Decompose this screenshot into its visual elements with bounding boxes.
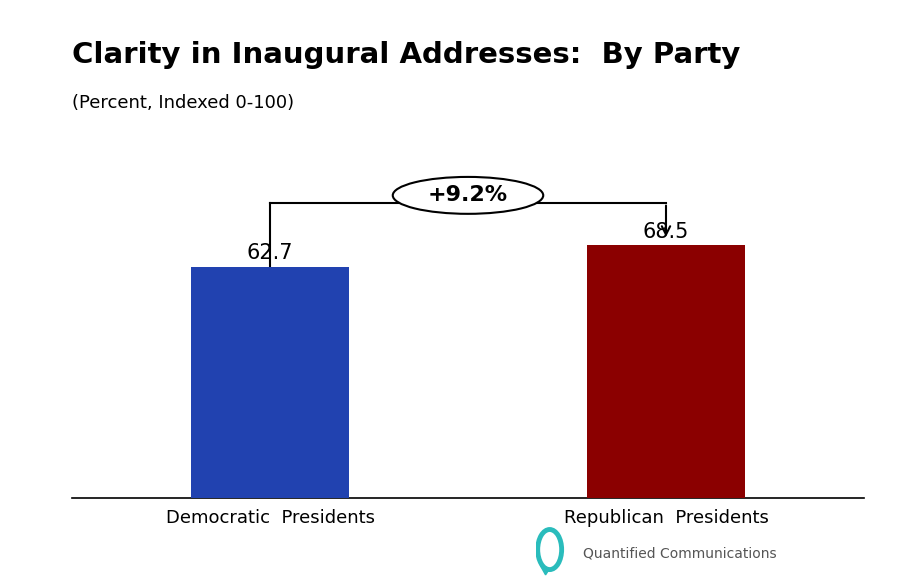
Text: Quantified Communications: Quantified Communications [583, 547, 777, 561]
Text: 62.7: 62.7 [247, 243, 293, 263]
Text: 68.5: 68.5 [643, 222, 689, 241]
Text: Clarity in Inaugural Addresses:  By Party: Clarity in Inaugural Addresses: By Party [72, 41, 741, 69]
Text: +9.2%: +9.2% [428, 185, 508, 205]
Polygon shape [540, 565, 550, 575]
Text: (Percent, Indexed 0-100): (Percent, Indexed 0-100) [72, 94, 294, 112]
Ellipse shape [392, 177, 544, 214]
Bar [587, 245, 745, 498]
Bar [191, 267, 349, 498]
